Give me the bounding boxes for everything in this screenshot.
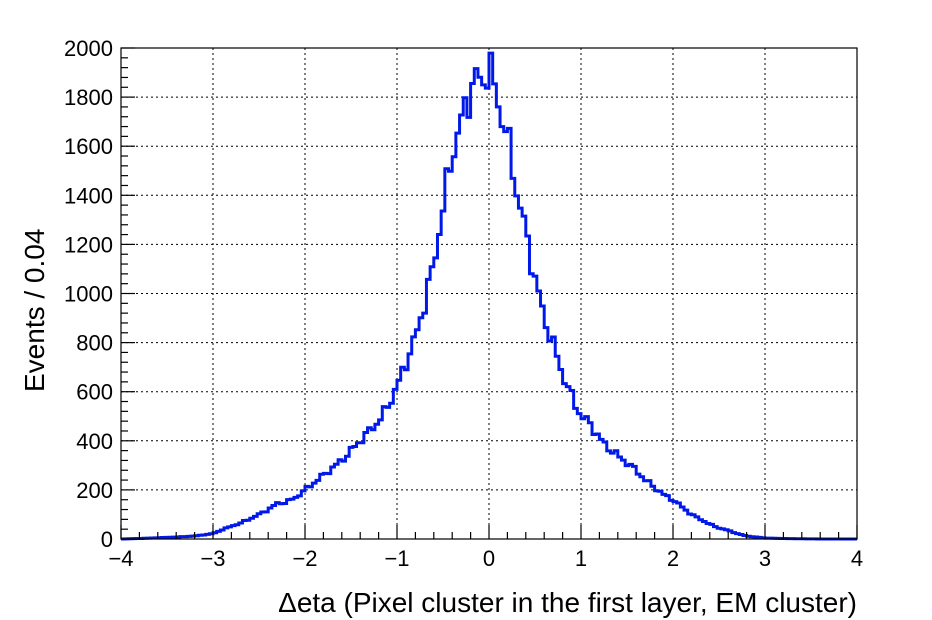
y-tick-labels: 0 200 400 600 800 1000 1200 1400 1600 1800 2000 (64, 36, 113, 552)
y-tick-label: 1600 (64, 134, 113, 159)
x-tick-label: 2 (667, 546, 679, 571)
y-tick-label: 600 (76, 380, 113, 405)
x-tick-label: −4 (108, 546, 133, 571)
y-tick-label: 1000 (64, 282, 113, 307)
axis-ticks (120, 47, 858, 540)
x-tick-label: 0 (483, 546, 495, 571)
y-tick-label: 400 (76, 429, 113, 454)
y-tick-label: 1200 (64, 232, 113, 257)
histogram-line (121, 51, 857, 541)
y-tick-label: 1800 (64, 85, 113, 110)
y-tick-label: 2000 (64, 36, 113, 61)
y-axis-title: Events / 0.04 (19, 229, 50, 392)
y-tick-label: 200 (76, 478, 113, 503)
x-tick-label: 3 (759, 546, 771, 571)
x-axis-title: Δeta (Pixel cluster in the first layer, … (278, 587, 857, 618)
y-tick-label: 1400 (64, 183, 113, 208)
x-tick-labels: −4 −3 −2 −1 0 1 2 3 4 (108, 546, 863, 571)
x-tick-label: −1 (384, 546, 409, 571)
y-tick-label: 0 (101, 527, 113, 552)
x-tick-label: −2 (292, 546, 317, 571)
grid (121, 48, 857, 539)
x-tick-label: 1 (575, 546, 587, 571)
y-tick-label: 800 (76, 331, 113, 356)
x-tick-label: −3 (200, 546, 225, 571)
x-tick-label: 4 (851, 546, 863, 571)
